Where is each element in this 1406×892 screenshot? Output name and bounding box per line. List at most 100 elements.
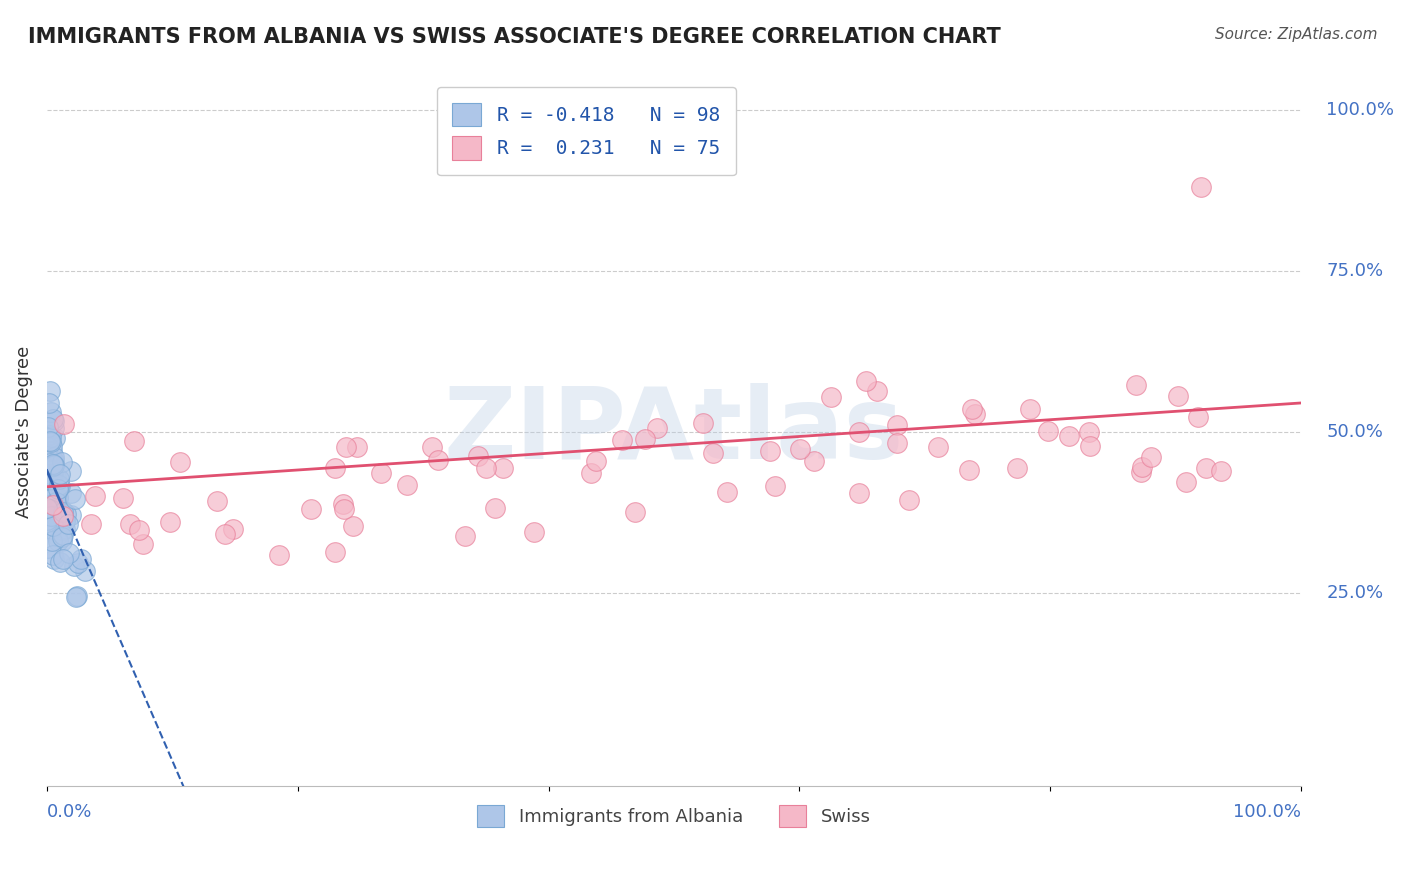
Point [37,440,59,454]
Point [59,464,82,478]
Point [75,564,97,578]
Point [37,440,59,454]
Point [37,541,59,556]
Y-axis label: Associate's Degree: Associate's Degree [15,346,32,518]
Point [48,533,70,548]
Point [342,519,364,533]
Point [39,384,62,398]
Point [37,420,59,434]
Point [1125,378,1147,392]
Point [523,524,546,539]
Text: 50.0%: 50.0% [1326,423,1384,441]
Point [83,489,105,503]
Point [716,484,738,499]
Point [44,432,66,446]
Point [42,498,65,512]
Point [80,516,103,531]
Point [484,500,506,515]
Point [1174,475,1197,489]
Point [886,436,908,450]
Point [1019,401,1042,416]
Point [37,467,59,482]
Point [42,420,65,434]
Point [38,492,60,507]
Point [37,450,59,464]
Point [214,526,236,541]
Point [42,472,65,486]
Point [45,470,67,484]
Point [41,484,63,499]
Point [128,523,150,537]
Point [927,440,949,454]
Point [420,440,443,454]
Text: 100.0%: 100.0% [1326,101,1395,119]
Point [46,491,69,505]
Point [60,485,83,500]
Point [41,444,63,458]
Point [51,534,73,549]
Text: IMMIGRANTS FROM ALBANIA VS SWISS ASSOCIATE'S DEGREE CORRELATION CHART: IMMIGRANTS FROM ALBANIA VS SWISS ASSOCIA… [28,27,1001,46]
Point [49,516,72,531]
Point [323,461,346,475]
Point [634,432,657,446]
Text: ZIPAtlas: ZIPAtlas [444,384,904,481]
Point [758,443,780,458]
Text: Source: ZipAtlas.com: Source: ZipAtlas.com [1215,27,1378,42]
Point [42,496,65,510]
Point [46,483,69,497]
Point [37,461,59,475]
Point [44,504,66,518]
Point [41,474,63,488]
Point [38,396,60,410]
Point [1130,465,1153,479]
Point [395,478,418,492]
Point [702,446,724,460]
Point [848,425,870,440]
Point [59,508,82,522]
Point [69,552,91,566]
Point [39,504,62,518]
Point [789,442,811,457]
Text: 100.0%: 100.0% [1233,803,1301,821]
Point [62,559,84,574]
Point [52,552,75,566]
Point [42,450,65,464]
Point [39,434,62,448]
Point [454,528,477,542]
Point [1077,425,1099,439]
Point [1057,429,1080,443]
Point [51,455,73,469]
Point [205,494,228,508]
Point [41,500,63,515]
Point [346,441,368,455]
Point [42,458,65,472]
Point [53,523,76,537]
Point [38,450,60,465]
Point [1189,180,1212,194]
Point [48,467,70,482]
Point [46,529,69,543]
Point [333,502,356,516]
Point [492,461,515,475]
Point [44,508,66,523]
Point [645,421,668,435]
Point [49,555,72,569]
Point [269,548,291,562]
Point [820,390,842,404]
Point [301,502,323,516]
Point [963,408,986,422]
Point [122,434,145,449]
Point [866,384,889,398]
Point [42,453,65,467]
Text: 0.0%: 0.0% [46,803,93,821]
Point [44,458,66,473]
Point [1038,424,1060,438]
Point [53,417,76,432]
Point [38,483,60,497]
Point [39,508,62,523]
Point [39,468,62,483]
Point [111,491,134,505]
Point [38,501,60,516]
Point [957,463,980,477]
Point [370,467,392,481]
